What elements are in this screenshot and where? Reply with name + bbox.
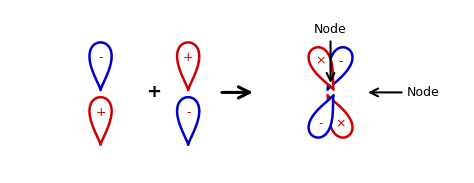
Polygon shape <box>177 42 199 90</box>
Polygon shape <box>328 95 353 138</box>
Polygon shape <box>309 47 333 89</box>
Text: +: + <box>146 83 161 101</box>
Polygon shape <box>90 42 112 90</box>
Text: +: + <box>95 106 106 119</box>
Text: Node: Node <box>370 86 440 99</box>
Text: -: - <box>98 51 103 64</box>
Polygon shape <box>90 97 112 145</box>
Text: +: + <box>183 51 193 64</box>
Text: Node: Node <box>314 23 347 81</box>
Text: -: - <box>318 117 323 130</box>
Text: ×: × <box>336 117 346 130</box>
Text: -: - <box>186 106 191 119</box>
Polygon shape <box>309 95 333 138</box>
Polygon shape <box>177 97 199 145</box>
Text: -: - <box>338 55 343 68</box>
Text: ×: × <box>315 55 326 68</box>
Polygon shape <box>328 47 353 89</box>
